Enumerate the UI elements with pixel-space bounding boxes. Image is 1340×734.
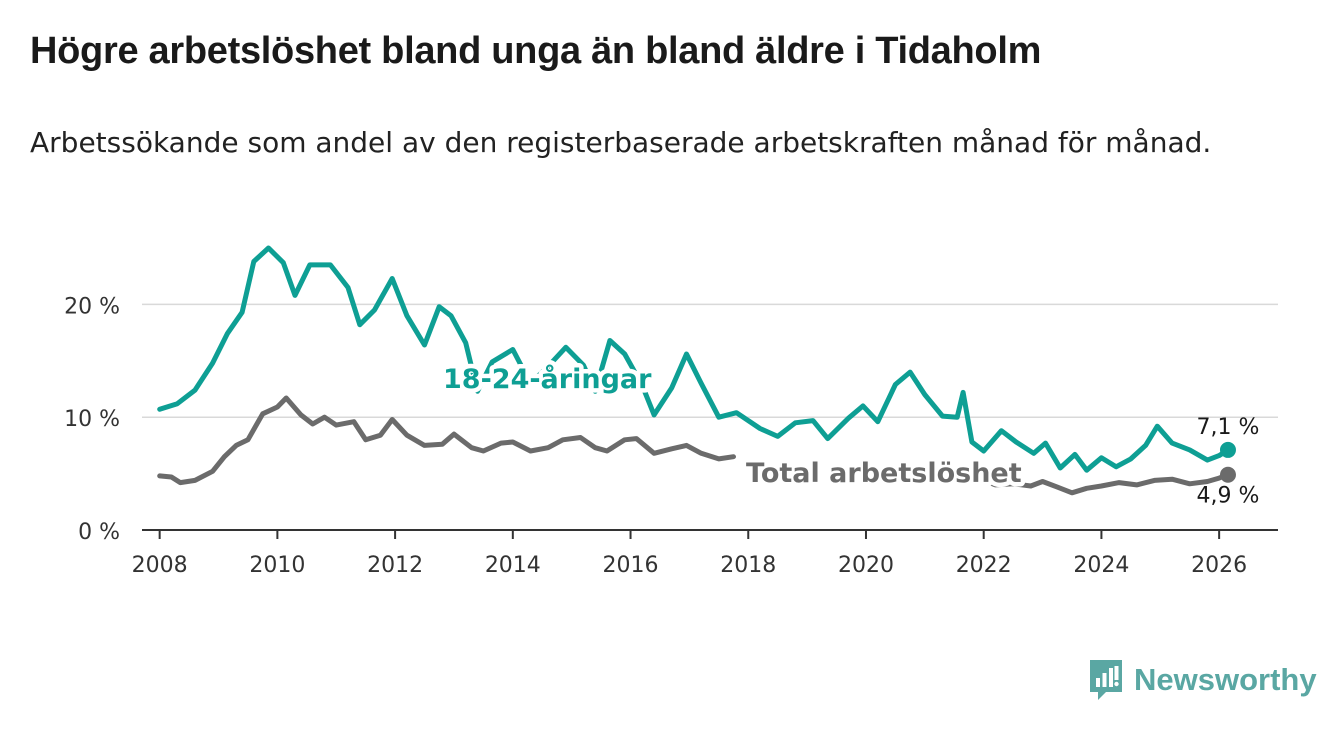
x-tick-label: 2014 <box>485 553 541 578</box>
total-end-value-label: 4,9 % <box>1197 484 1260 509</box>
total-series-line-continued <box>975 472 1231 496</box>
chart-title: Högre arbetslöshet bland unga än bland ä… <box>30 30 1042 72</box>
chart-subtitle: Arbetssökande som andel av den registerb… <box>30 126 1212 159</box>
total-series-line <box>157 395 736 486</box>
x-tick-label: 2024 <box>1073 553 1129 578</box>
youth-end-value-label: 7,1 % <box>1197 415 1260 440</box>
total-series-label: Total arbetslöshet <box>746 458 1022 489</box>
newsworthy-logo-icon <box>1090 660 1122 700</box>
brand-logo: Newsworthy <box>1088 658 1317 702</box>
axes: 0 % 10 % 20 % 2008 2010 2012 2014 2016 2018 2020 2… <box>64 294 1278 578</box>
x-tick-label: 2018 <box>720 553 776 578</box>
x-tick-label: 2016 <box>603 553 659 578</box>
y-tick-label: 10 % <box>64 407 120 432</box>
x-tick-label: 2026 <box>1191 553 1247 578</box>
brand-name: Newsworthy <box>1134 662 1317 697</box>
total-series-label-halo: Total arbetslöshet <box>746 458 1022 489</box>
x-tick-label: 2008 <box>132 553 188 578</box>
youth-series-label: 18-24-åringar <box>443 363 652 395</box>
youth-end-point <box>1219 441 1236 458</box>
x-tick-label: 2020 <box>838 553 894 578</box>
youth-series-label-halo: 18-24-åringar <box>443 363 652 395</box>
gridlines <box>142 303 1278 418</box>
x-tick-label: 2012 <box>367 553 423 578</box>
y-tick-label: 0 % <box>78 520 120 545</box>
series-lines <box>157 245 1231 496</box>
total-end-point <box>1219 466 1236 483</box>
x-tick-label: 2010 <box>249 553 305 578</box>
y-tick-label: 20 % <box>64 294 120 319</box>
youth-series-line <box>157 245 1231 473</box>
x-tick-label: 2022 <box>956 553 1012 578</box>
